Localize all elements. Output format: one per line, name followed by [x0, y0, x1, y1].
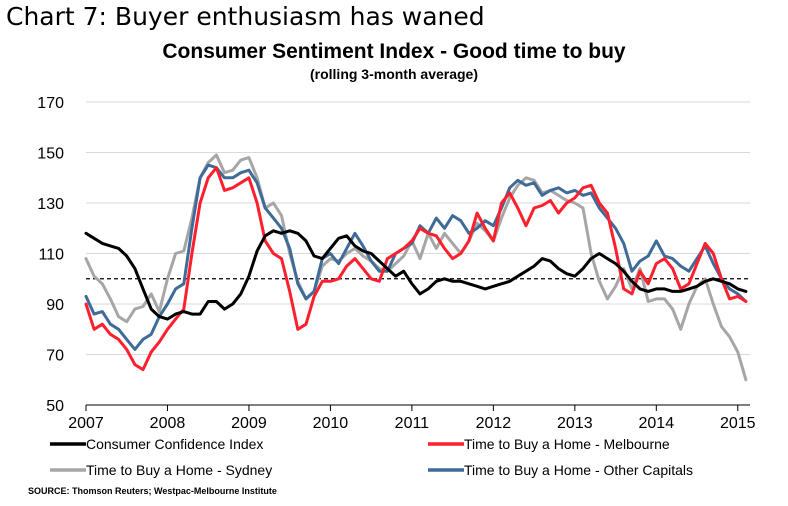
- y-tick-label: 90: [46, 297, 64, 314]
- x-tick-label: 2014: [639, 415, 675, 432]
- legend-label: Time to Buy a Home - Sydney: [86, 462, 272, 478]
- y-axis-ticks: 50 70 90 110 130 150 170: [37, 95, 64, 415]
- x-tick-label: 2011: [395, 415, 430, 432]
- y-tick-label: 70: [46, 348, 64, 365]
- series-line-1: [84, 229, 748, 321]
- x-tick-label: 2007: [68, 415, 104, 432]
- y-tick-label: 170: [37, 95, 64, 112]
- x-tick-label: 2009: [231, 415, 267, 432]
- series-line-4: [84, 163, 748, 351]
- x-tick-label: 2010: [313, 415, 349, 432]
- series-lines: [84, 153, 748, 382]
- chart-heading: Chart 7: Buyer enthusiasm has waned: [6, 2, 485, 31]
- legend-label: Time to Buy a Home - Other Capitals: [464, 462, 693, 478]
- chart-title: Consumer Sentiment Index - Good time to …: [162, 40, 626, 63]
- source-note: SOURCE: Thomson Reuters; Westpac-Melbour…: [28, 486, 277, 496]
- x-tick-label: 2012: [476, 415, 512, 432]
- y-tick-label: 50: [46, 398, 64, 415]
- x-tick-label: 2008: [150, 415, 186, 432]
- x-tick-label: 2013: [557, 415, 593, 432]
- y-tick-label: 150: [37, 146, 64, 163]
- legend: Consumer Confidence Index Time to Buy a H…: [50, 436, 693, 478]
- y-tick-label: 110: [38, 247, 64, 264]
- legend-label: Consumer Confidence Index: [86, 436, 263, 452]
- x-tick-label: 2015: [720, 415, 756, 432]
- chart-subtitle: (rolling 3-month average): [309, 66, 479, 82]
- legend-label: Time to Buy a Home - Melbourne: [464, 436, 670, 452]
- series-line-2: [84, 166, 748, 372]
- x-axis-ticks: 2007 2008 2009 2010 2011 2012 2013 2014 2015: [68, 405, 756, 432]
- y-tick-label: 130: [37, 196, 64, 213]
